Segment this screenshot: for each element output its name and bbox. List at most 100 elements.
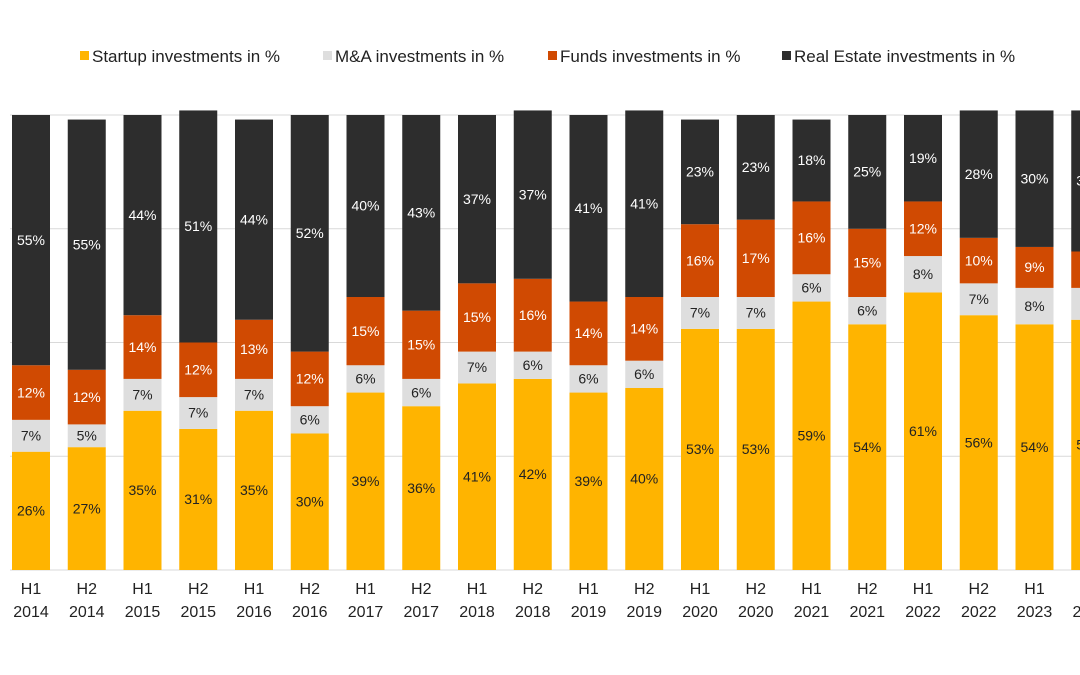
- bar-stack: 55%7%8%31%: [1071, 110, 1080, 570]
- bar-segment: [123, 115, 162, 316]
- legend-label: M&A investments in %: [335, 47, 504, 66]
- data-label: 40%: [630, 471, 658, 487]
- x-tick-label: 2015: [125, 604, 161, 621]
- bar-segment: [904, 256, 942, 293]
- x-tick-label: 2015: [180, 604, 216, 621]
- data-label: 7%: [969, 291, 989, 307]
- data-label: 15%: [853, 255, 881, 271]
- bar-segment: [848, 228, 887, 297]
- bar-stack: 42% 6% 16% 37%: [513, 110, 552, 570]
- data-label: 6%: [300, 412, 320, 428]
- legend-swatch: [323, 51, 332, 60]
- bar-segment: [346, 115, 385, 297]
- bar-segment: [123, 410, 162, 570]
- bar-segment: [681, 224, 719, 297]
- data-label: 59%: [797, 427, 825, 443]
- bar-stack: 54% 8% 9% 30%: [1015, 110, 1054, 570]
- x-tick-label: 2018: [459, 604, 495, 621]
- bar-segment: [458, 283, 496, 352]
- bar-segment: [959, 315, 998, 570]
- data-label: 28%: [965, 166, 993, 182]
- data-label: 54%: [1020, 439, 1048, 455]
- data-label: 26%: [17, 503, 45, 519]
- bar-segment: [513, 351, 552, 379]
- data-label: 51%: [184, 218, 212, 234]
- bar-segment: [346, 297, 385, 366]
- bar-stack: 39% 6% 15% 40%: [346, 115, 385, 570]
- data-label: 15%: [463, 309, 491, 325]
- bar-segment: [513, 110, 552, 279]
- x-tick-label: H1: [355, 581, 376, 598]
- data-label: 13%: [240, 341, 268, 357]
- legend-label: Startup investments in %: [92, 47, 280, 66]
- bar-stack: 41% 7% 15% 37%: [458, 115, 496, 570]
- bar-stack: 59% 6% 16% 18%: [792, 119, 831, 570]
- data-label: 6%: [411, 384, 431, 400]
- data-label: 43%: [407, 205, 435, 221]
- bar-stack: 40% 6% 14% 41%: [625, 110, 664, 570]
- data-label: 10%: [965, 252, 993, 268]
- bar-segment: [792, 119, 831, 202]
- x-tick-label: H1: [690, 581, 711, 598]
- data-label: 36%: [407, 480, 435, 496]
- bar-stack: 27% 5% 12% 55%: [67, 119, 106, 570]
- data-label: 16%: [686, 252, 714, 268]
- data-label: 40%: [351, 198, 379, 214]
- x-tick-label: 2022: [905, 604, 941, 621]
- data-label: 42%: [519, 466, 547, 482]
- bar-stack: 54% 6% 15% 25%: [848, 115, 887, 570]
- bar-segment: [402, 378, 441, 407]
- data-label: 12%: [296, 371, 324, 387]
- bar-segment: [402, 310, 441, 379]
- x-tick-label: 2019: [571, 604, 607, 621]
- legend-label: Funds investments in %: [560, 47, 740, 66]
- bar-segment: [179, 110, 218, 343]
- bar-segment: [402, 115, 441, 311]
- bar-segment: [1071, 110, 1080, 252]
- data-label: 41%: [630, 195, 658, 211]
- data-label: 6%: [355, 371, 375, 387]
- bar-segment: [67, 369, 106, 425]
- bar-stack: 53% 7% 16% 23%: [681, 119, 719, 570]
- data-label: 9%: [1024, 259, 1044, 275]
- data-label: 44%: [240, 211, 268, 227]
- x-tick-label: 2022: [961, 604, 997, 621]
- x-tick-label: H2: [523, 581, 544, 598]
- x-tick-label: 2018: [515, 604, 551, 621]
- bar-stack: 35% 7% 14% 44%: [123, 115, 162, 570]
- bar-segment: [625, 388, 664, 570]
- data-label: 6%: [857, 302, 877, 318]
- bar-segment: [736, 115, 775, 220]
- data-label: 12%: [909, 220, 937, 236]
- data-label: 15%: [351, 323, 379, 339]
- bar-segment: [681, 119, 719, 225]
- data-label: 12%: [17, 384, 45, 400]
- legend-label: Real Estate investments in %: [794, 47, 1015, 66]
- bar-segment: [1071, 251, 1080, 288]
- bar-stack: 39% 6% 14% 41%: [569, 115, 608, 570]
- data-label: 23%: [686, 164, 714, 180]
- x-tick-label: H2: [746, 581, 767, 598]
- bar-segment: [458, 115, 496, 284]
- x-tick-label: H2: [634, 581, 655, 598]
- data-label: 53%: [742, 441, 770, 457]
- data-label: 35%: [240, 482, 268, 498]
- x-tick-label: 2019: [626, 604, 662, 621]
- x-tick-label: 2017: [403, 604, 439, 621]
- data-label: 54%: [853, 439, 881, 455]
- bar-segment: [625, 110, 664, 297]
- data-label: 18%: [797, 152, 825, 168]
- data-label: 17%: [742, 250, 770, 266]
- data-label: 55%: [1076, 437, 1080, 453]
- bar-segment: [67, 424, 106, 448]
- data-label: 6%: [523, 357, 543, 373]
- bar-stack: 53% 7% 17% 23%: [736, 115, 775, 570]
- data-label: 5%: [77, 427, 97, 443]
- data-label: 27%: [73, 500, 101, 516]
- data-label: 37%: [463, 191, 491, 207]
- bar-segment: [179, 397, 218, 429]
- bar-segment: [625, 297, 664, 361]
- data-label: 30%: [296, 493, 324, 509]
- bar-segment: [235, 119, 273, 320]
